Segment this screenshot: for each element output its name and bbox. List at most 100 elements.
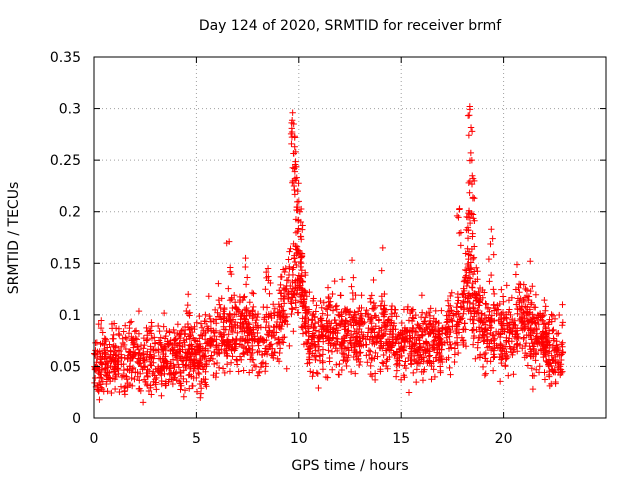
data-point: [471, 177, 478, 185]
data-point: [507, 311, 514, 319]
data-point: [136, 385, 143, 392]
data-point: [348, 256, 356, 264]
data-point: [231, 299, 239, 306]
data-point: [431, 373, 439, 381]
data-point: [530, 303, 538, 311]
data-point: [513, 327, 521, 334]
data-point: [382, 347, 390, 354]
data-point: [240, 367, 247, 374]
data-point: [293, 243, 301, 250]
data-point: [462, 293, 469, 301]
data-point: [112, 371, 119, 379]
data-point: [353, 356, 360, 364]
data-point: [166, 365, 173, 372]
data-point: [197, 394, 204, 401]
data-point: [456, 316, 464, 323]
data-point: [187, 351, 194, 358]
data-point: [430, 338, 437, 346]
data-point: [124, 355, 131, 363]
data-point: [465, 274, 473, 281]
data-point: [315, 318, 322, 326]
data-point: [214, 313, 222, 320]
data-point: [366, 295, 374, 302]
data-point: [210, 360, 218, 368]
data-point: [226, 268, 234, 275]
data-point: [484, 304, 492, 311]
data-point: [384, 336, 392, 343]
data-point: [499, 309, 507, 316]
data-point: [559, 322, 566, 329]
data-point: [378, 309, 386, 317]
data-point: [91, 366, 99, 373]
data-point: [135, 307, 143, 315]
data-point: [249, 367, 256, 374]
data-point: [298, 254, 305, 261]
data-point: [336, 360, 343, 368]
data-point: [470, 326, 477, 333]
data-point: [558, 369, 565, 377]
data-point: [535, 369, 543, 376]
data-point: [480, 332, 488, 339]
data-point: [223, 361, 231, 368]
data-point: [299, 222, 306, 229]
data-point: [340, 356, 347, 364]
data-point: [349, 289, 356, 297]
data-point: [317, 297, 324, 305]
data-point: [404, 303, 412, 311]
data-point: [191, 337, 198, 344]
data-point: [268, 333, 275, 340]
data-point: [151, 376, 159, 383]
data-point: [448, 344, 455, 351]
data-point: [448, 289, 455, 296]
data-point: [435, 327, 442, 335]
data-point: [197, 390, 205, 397]
data-point: [427, 320, 434, 327]
data-point: [497, 330, 504, 337]
data-point: [259, 336, 266, 343]
data-point: [224, 352, 231, 359]
data-point: [281, 310, 289, 318]
data-point: [228, 346, 235, 353]
data-point: [379, 359, 386, 366]
data-point: [186, 335, 194, 342]
data-point: [263, 351, 271, 358]
data-point: [450, 312, 457, 319]
data-point: [529, 283, 536, 290]
data-point: [144, 336, 151, 344]
data-point: [304, 338, 311, 346]
data-point: [154, 368, 162, 375]
data-point: [171, 363, 178, 371]
data-point: [276, 345, 284, 352]
data-point: [372, 323, 380, 330]
data-point: [95, 370, 103, 377]
data-point: [98, 361, 106, 368]
data-point: [259, 359, 267, 366]
data-point: [356, 361, 363, 369]
data-point: [454, 341, 461, 349]
data-point: [485, 343, 493, 350]
data-point: [260, 303, 267, 311]
data-point: [229, 353, 236, 360]
data-point: [346, 318, 354, 326]
data-point: [352, 370, 359, 377]
data-point: [412, 328, 420, 336]
data-point: [109, 335, 116, 342]
y-tick-label: 0: [72, 411, 81, 427]
data-point: [464, 279, 472, 287]
data-point: [266, 341, 273, 349]
data-point: [396, 332, 403, 339]
data-point: [131, 328, 138, 335]
data-point: [292, 277, 299, 284]
data-point: [465, 132, 473, 139]
data-point: [126, 348, 133, 355]
data-point: [243, 304, 250, 312]
data-point: [192, 362, 199, 370]
data-point: [132, 327, 140, 334]
data-point: [443, 319, 450, 326]
data-point: [459, 291, 466, 298]
data-point: [312, 347, 319, 354]
data-point: [185, 372, 192, 379]
data-point: [515, 284, 522, 292]
data-point: [244, 274, 251, 281]
data-point: [126, 319, 134, 326]
